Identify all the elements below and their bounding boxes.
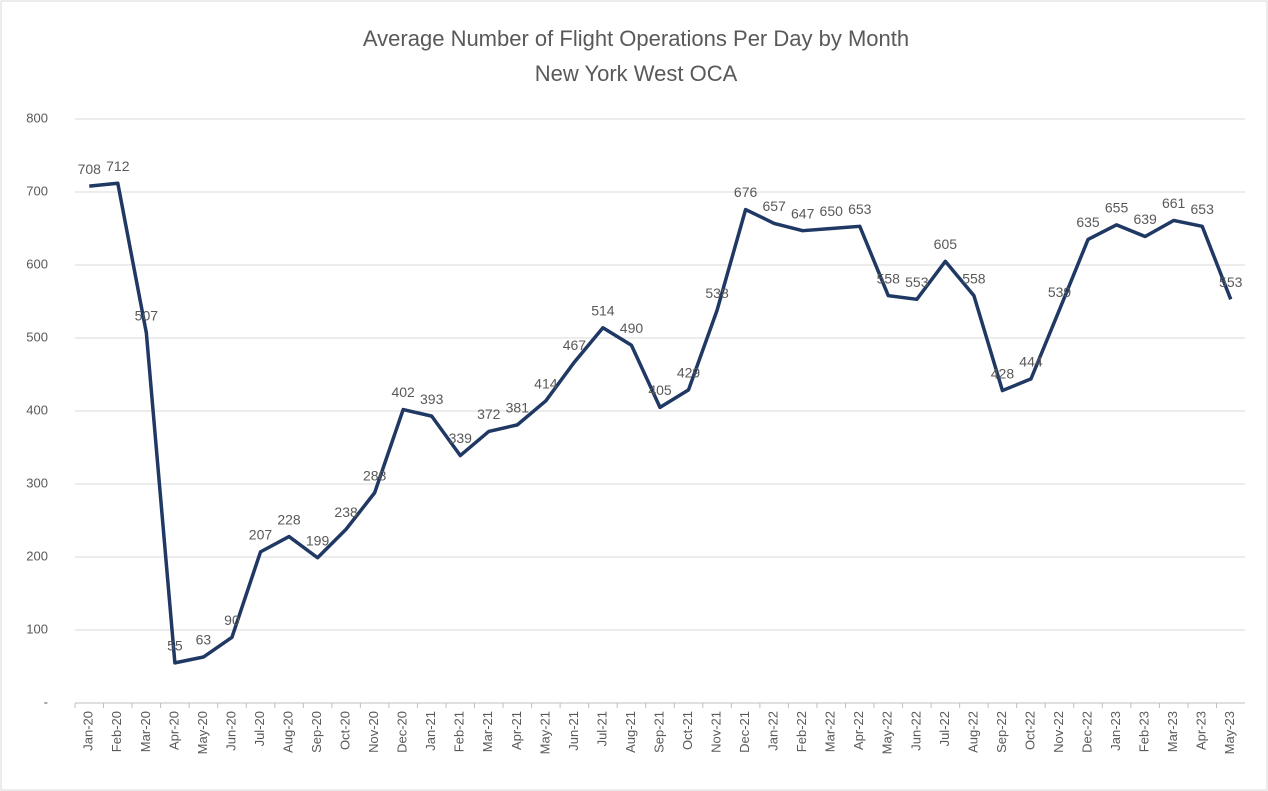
data-label: 676 [734,184,758,200]
data-label: 429 [677,365,701,381]
x-tick-label: Mar-22 [823,711,838,752]
data-label: 405 [648,382,672,398]
x-tick-label: Dec-21 [737,711,752,753]
data-label: 393 [420,391,444,407]
data-label: 339 [449,430,473,446]
x-tick-label: Apr-23 [1194,711,1209,750]
data-label: 539 [1048,284,1072,300]
data-label: 653 [1191,201,1215,217]
x-tick-label: Aug-22 [965,711,980,753]
data-label: 490 [620,320,644,336]
x-tick-label: Mar-20 [138,711,153,752]
data-label: 381 [506,400,530,416]
chart-title: Average Number of Flight Operations Per … [363,26,909,51]
x-tick-label: May-22 [880,711,895,754]
x-tick-label: Dec-22 [1079,711,1094,753]
data-label: 661 [1162,195,1186,211]
data-label: 655 [1105,200,1129,216]
y-tick-label: 700 [26,183,48,198]
data-label: 553 [1219,274,1243,290]
data-label: 372 [477,406,501,422]
x-tick-label: Sep-22 [994,711,1009,753]
x-tick-label: Jun-20 [223,711,238,751]
x-tick-label: Mar-23 [1165,711,1180,752]
x-tick-label: Jan-23 [1108,711,1123,751]
x-tick-label: Feb-21 [452,711,467,752]
x-tick-label: Nov-21 [709,711,724,753]
y-tick-label: 600 [26,256,48,271]
x-tick-label: Oct-22 [1022,711,1037,750]
data-label: 90 [224,612,240,628]
data-label: 63 [196,632,212,648]
data-label: 538 [705,285,729,301]
y-tick-label: 500 [26,329,48,344]
data-label: 639 [1133,211,1157,227]
x-tick-label: Oct-21 [680,711,695,750]
x-tick-label: Jan-21 [423,711,438,751]
x-tick-label: Jan-22 [766,711,781,751]
x-tick-label: Feb-22 [794,711,809,752]
x-tick-label: Jun-21 [566,711,581,751]
data-label: 444 [1019,354,1043,370]
data-label: 428 [991,365,1015,381]
x-tick-label: Jul-20 [252,711,267,746]
data-label: 653 [848,201,872,217]
x-tick-label: Sep-20 [309,711,324,753]
x-tick-label: Apr-21 [509,711,524,750]
data-label: 657 [762,198,786,214]
x-tick-label: Feb-23 [1137,711,1152,752]
x-tick-label: May-20 [195,711,210,754]
x-tick-label: Dec-20 [395,711,410,753]
chart-subtitle: New York West OCA [535,61,738,86]
data-label: 553 [905,274,929,290]
x-tick-label: Jul-22 [937,711,952,746]
x-tick-label: Aug-20 [280,711,295,753]
data-label: 414 [534,375,558,391]
data-label: 558 [962,270,986,286]
data-label: 402 [391,384,415,400]
x-tick-label: Mar-21 [480,711,495,752]
x-tick-label: May-23 [1222,711,1237,754]
x-tick-label: Feb-20 [109,711,124,752]
data-label: 650 [820,203,844,219]
data-label: 635 [1076,214,1100,230]
data-label: 647 [791,205,815,221]
data-label: 708 [78,161,102,177]
data-label: 228 [277,511,301,527]
data-label: 712 [106,158,130,174]
y-tick-label: 400 [26,402,48,417]
data-label: 199 [306,532,330,548]
data-label: 558 [877,270,901,286]
data-label: 55 [167,638,183,654]
data-label: 514 [591,302,615,318]
x-tick-label: May-21 [537,711,552,754]
y-tick-label: 100 [26,621,48,636]
x-tick-label: Jan-20 [81,711,96,751]
y-tick-label: 300 [26,475,48,490]
y-tick-label: 800 [26,110,48,125]
x-tick-label: Nov-20 [366,711,381,753]
data-label: 207 [249,527,273,543]
data-label: 467 [563,337,587,353]
x-tick-label: Sep-21 [651,711,666,753]
x-tick-label: Apr-22 [851,711,866,750]
y-tick-label: - [44,694,48,709]
y-tick-label: 200 [26,548,48,563]
data-line [89,181,1233,665]
data-label: 238 [334,504,358,520]
x-tick-label: Aug-21 [623,711,638,753]
x-tick-label: Nov-22 [1051,711,1066,753]
data-label: 507 [135,308,159,324]
x-tick-label: Apr-20 [166,711,181,750]
data-label: 288 [363,467,387,483]
x-tick-label: Oct-20 [338,711,353,750]
data-label: 605 [934,236,958,252]
x-tick-label: Jul-21 [594,711,609,746]
x-tick-label: Jun-22 [908,711,923,751]
